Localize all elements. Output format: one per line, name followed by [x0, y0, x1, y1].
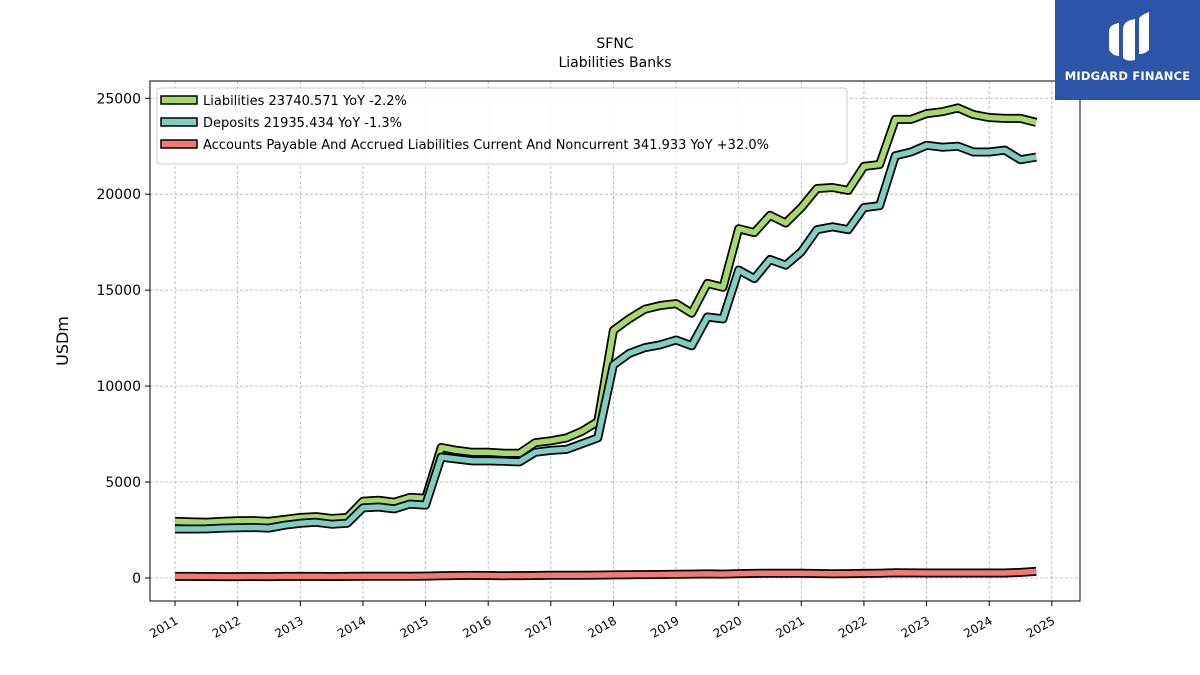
logo-mark-icon [1109, 12, 1149, 61]
y-tick-label: 25000 [96, 91, 141, 107]
legend-label: Deposits 21935.434 YoY -1.3% [203, 116, 402, 131]
series-line-outline [175, 140, 1037, 534]
legend-swatch [160, 139, 198, 149]
y-tick-label: 15000 [96, 283, 141, 299]
series-line-outline [174, 103, 1038, 527]
legend-box [156, 87, 848, 165]
legend-swatch [160, 117, 198, 127]
x-tick-label: 2024 [961, 613, 994, 640]
legend-label: Liabilities 23740.571 YoY -2.2% [203, 94, 407, 109]
x-tick-label: 2020 [711, 613, 744, 640]
y-tick-label: 20000 [96, 187, 141, 203]
series-line [175, 105, 1037, 526]
x-tick-label: 2016 [460, 613, 493, 640]
x-tick-label: 2013 [272, 613, 305, 640]
legend-label: Accounts Payable And Accrued Liabilities… [203, 138, 769, 153]
y-axis-label: USDm [53, 316, 72, 366]
x-tick-label: 2014 [335, 613, 368, 640]
chart-title: SFNC [596, 36, 633, 52]
x-tick-label: 2022 [836, 613, 869, 640]
x-tick-label: 2012 [210, 613, 243, 640]
y-tick-label: 5000 [105, 475, 141, 491]
brand-logo: MIDGARD FINANCE [1055, 0, 1200, 100]
series-line [175, 568, 1037, 580]
series-lines [174, 103, 1038, 582]
x-tick-label: 2019 [648, 613, 681, 640]
x-tick-label: 2017 [523, 613, 556, 640]
y-tick-label: 10000 [96, 379, 141, 395]
logo-text: MIDGARD FINANCE [1064, 69, 1191, 83]
series-line [175, 142, 1037, 532]
x-tick-label: 2018 [585, 613, 618, 640]
legend-swatch [160, 95, 198, 105]
x-tick-label: 2021 [773, 613, 806, 640]
legend: Liabilities 23740.571 YoY -2.2% Deposits … [156, 87, 848, 165]
x-tick-label: 2023 [899, 613, 932, 640]
axis-ticks: 2011 2012 2013 2014 2015 2016 2017 2018 2019 2020… [96, 91, 1057, 641]
x-tick-label: 2025 [1024, 613, 1057, 640]
plot-frame [149, 80, 1081, 602]
y-tick-label: 0 [132, 571, 141, 587]
x-tick-label: 2011 [147, 613, 180, 640]
chart-subtitle: Liabilities Banks [558, 55, 671, 71]
x-tick-label: 2015 [398, 613, 431, 640]
